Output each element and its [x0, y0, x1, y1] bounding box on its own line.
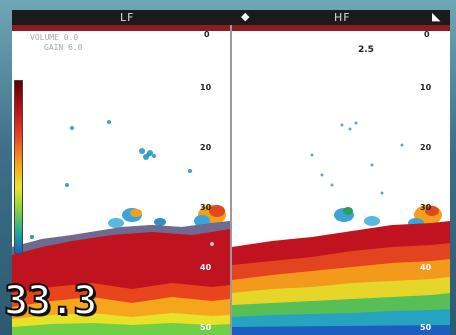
frequency-readout: 2.5 [358, 45, 374, 55]
right-depth-tick-50: 50 [420, 323, 432, 332]
right-depth-tick-10: 10 [420, 83, 432, 92]
right-depth-tick-0: 0 [424, 30, 430, 39]
left-depth-tick-40: 40 [200, 263, 212, 272]
right-depth-tick-20: 20 [420, 143, 432, 152]
status-bar: LF ◆ HF ◣ [12, 10, 450, 25]
left-sonar-pane: VOLUME 0.0 GAIN 6.0 0 10 20 30 40 50 [12, 25, 230, 335]
volume-readout: VOLUME 0.0 [30, 33, 79, 42]
left-channel-label: LF [120, 11, 135, 24]
pane-divider [230, 25, 232, 335]
sonar-display: VOLUME 0.0 GAIN 6.0 0 10 20 30 40 50 [12, 25, 450, 335]
color-scale-bar [14, 80, 23, 254]
left-depth-tick-30: 30 [200, 203, 212, 212]
left-depth-tick-50: 50 [200, 323, 212, 332]
right-channel-icon: ◣ [432, 10, 441, 23]
right-depth-tick-30: 30 [420, 203, 432, 212]
depth-readout: 33.3 [3, 278, 98, 324]
right-sonar-pane: 2.5 0 10 20 30 40 50 [232, 25, 450, 335]
left-channel-icon: ◆ [241, 10, 250, 23]
left-echo-graphic [12, 25, 230, 335]
left-info-panel: VOLUME 0.0 GAIN 6.0 [30, 33, 83, 53]
left-depth-tick-10: 10 [200, 83, 212, 92]
left-depth-tick-0: 0 [204, 30, 210, 39]
right-echo-graphic [232, 25, 450, 335]
gain-readout: GAIN 6.0 [44, 43, 83, 52]
right-depth-tick-40: 40 [420, 263, 432, 272]
right-channel-label: HF [334, 11, 351, 24]
left-depth-tick-20: 20 [200, 143, 212, 152]
